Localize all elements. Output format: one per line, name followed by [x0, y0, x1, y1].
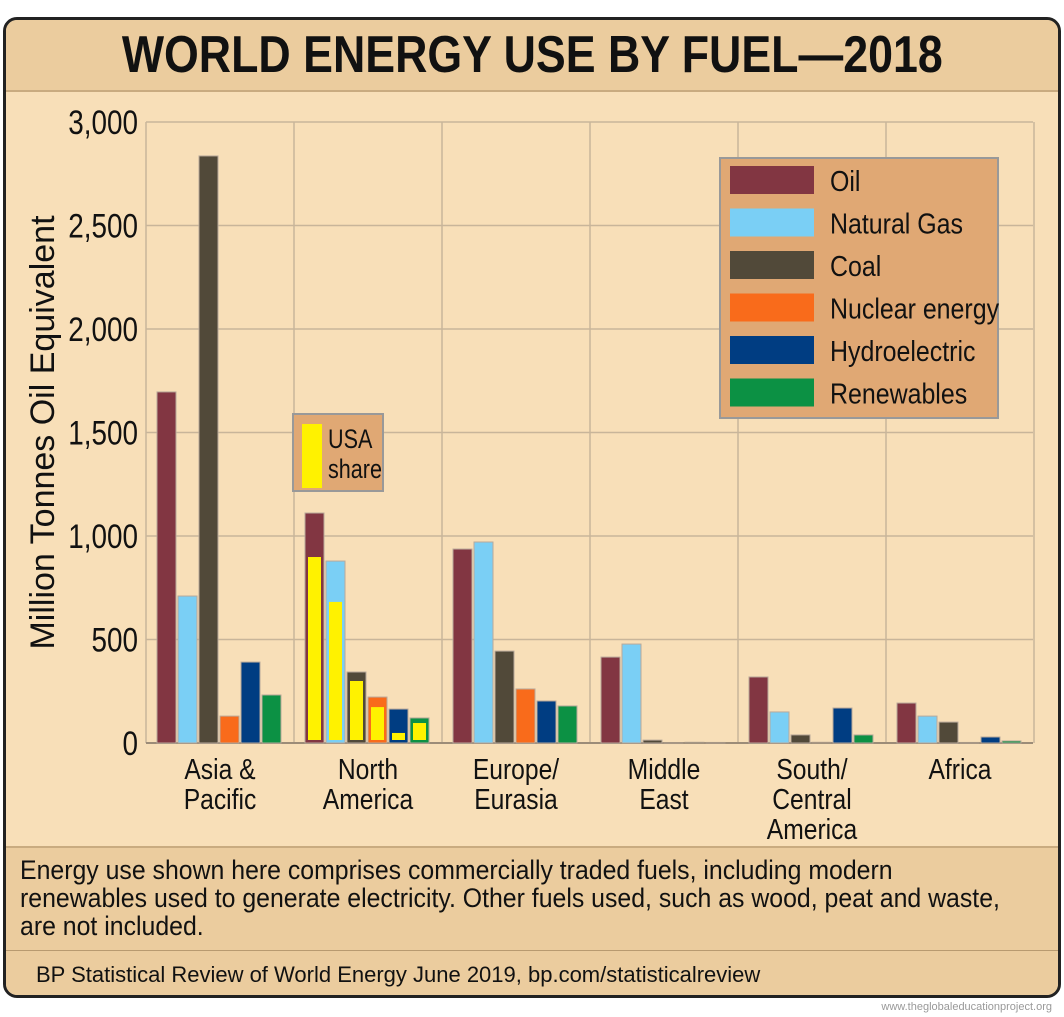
bar-coal: [642, 739, 663, 744]
legend-label: Nuclear energy: [830, 293, 999, 325]
usa-share-bar: [308, 557, 321, 740]
y-tick-label: 500: [91, 621, 138, 659]
bar-renewables: [853, 734, 874, 744]
legend-swatch: [730, 251, 814, 279]
usa-share-bar: [371, 707, 384, 740]
y-tick-label: 1,000: [68, 517, 138, 555]
usa-share-bar: [392, 732, 405, 740]
bar-nuclear-energy: [219, 715, 240, 744]
bar-coal: [198, 155, 219, 744]
y-axis-label: Million Tonnes Oil Equivalent: [24, 215, 62, 650]
bar-oil: [452, 548, 473, 744]
bar-oil: [156, 391, 177, 744]
category-label: America: [767, 813, 857, 845]
bar-natural-gas: [177, 595, 198, 744]
y-tick-label: 1,500: [68, 414, 138, 452]
bar-coal: [938, 721, 959, 744]
bar-oil: [600, 656, 621, 744]
chart-frame: WORLD ENERGY USE BY FUEL—2018 0 500 1,000 1…: [3, 17, 1061, 998]
y-tick-label: 2,500: [68, 207, 138, 245]
bar-natural-gas: [621, 643, 642, 744]
legend-label: Coal: [830, 250, 881, 282]
title-bar: WORLD ENERGY USE BY FUEL—2018: [6, 20, 1058, 92]
credit-text: www.theglobaleducationproject.org: [881, 1001, 1052, 1013]
bar-hydroelectric: [240, 661, 261, 744]
category-label: Middle: [628, 753, 701, 785]
bar-hydroelectric: [832, 707, 853, 744]
legend-swatch: [730, 378, 814, 407]
category-label: East: [639, 783, 689, 815]
category-label: Europe/: [473, 753, 560, 785]
usa-share-label: USA: [328, 425, 373, 455]
bar-coal: [790, 734, 811, 744]
usa-share-label: share: [328, 455, 382, 485]
category-label: America: [323, 783, 413, 815]
legend-label: Renewables: [830, 378, 967, 410]
category-label: Pacific: [184, 783, 257, 815]
legend-box: [719, 157, 999, 419]
bar-nuclear-energy: [663, 742, 684, 745]
footer: Energy use shown here comprises commerci…: [6, 846, 1058, 995]
category-label: Eurasia: [474, 783, 558, 815]
footnote: Energy use shown here comprises commerci…: [20, 855, 1000, 941]
bar-renewables: [557, 705, 578, 744]
legend-swatch: [730, 336, 814, 364]
category-label: North: [338, 753, 398, 785]
y-tick-label: 3,000: [68, 103, 138, 141]
legend-label: Hydroelectric: [830, 335, 975, 367]
bar-nuclear-energy: [811, 741, 832, 744]
bar-renewables: [261, 694, 282, 744]
category-label: Africa: [929, 753, 992, 785]
usa-share-bar: [350, 681, 363, 740]
chart-title: WORLD ENERGY USE BY FUEL—2018: [121, 26, 943, 84]
category-label: Central: [772, 783, 851, 815]
legend-swatch: [730, 293, 814, 322]
legend-label: Oil: [830, 165, 860, 197]
bar-oil: [896, 702, 917, 744]
usa-share-swatch: [302, 424, 322, 488]
bar-natural-gas: [917, 715, 938, 744]
divider: [6, 950, 1058, 951]
category-label: Asia &: [184, 753, 255, 785]
usa-share-bar: [413, 723, 426, 740]
bar-nuclear-energy: [515, 688, 536, 744]
bar-natural-gas: [473, 541, 494, 744]
bar-natural-gas: [769, 711, 790, 744]
bar-hydroelectric: [536, 700, 557, 744]
legend-swatch: [730, 166, 814, 194]
bar-renewables: [1001, 740, 1022, 744]
category-label: South/: [776, 753, 848, 785]
bar-coal: [494, 650, 515, 744]
bar-nuclear-energy: [959, 741, 980, 744]
bar-hydroelectric: [980, 736, 1001, 744]
legend-swatch: [730, 208, 814, 237]
source-text: BP Statistical Review of World Energy Ju…: [36, 962, 761, 987]
bar-chart: 0 500 1,000 1,500 2,000 2,500 3,000 Million Ton…: [24, 103, 1035, 845]
legend-label: Natural Gas: [830, 208, 963, 240]
legend: Oil Natural Gas Coal Nuclear energy Hydroele…: [719, 157, 999, 419]
y-tick-label: 0: [122, 724, 138, 762]
bar-renewables: [705, 741, 726, 744]
usa-share-bar: [329, 601, 342, 740]
bar-hydroelectric: [684, 741, 705, 744]
bar-oil: [748, 676, 769, 744]
y-tick-label: 2,000: [68, 310, 138, 348]
